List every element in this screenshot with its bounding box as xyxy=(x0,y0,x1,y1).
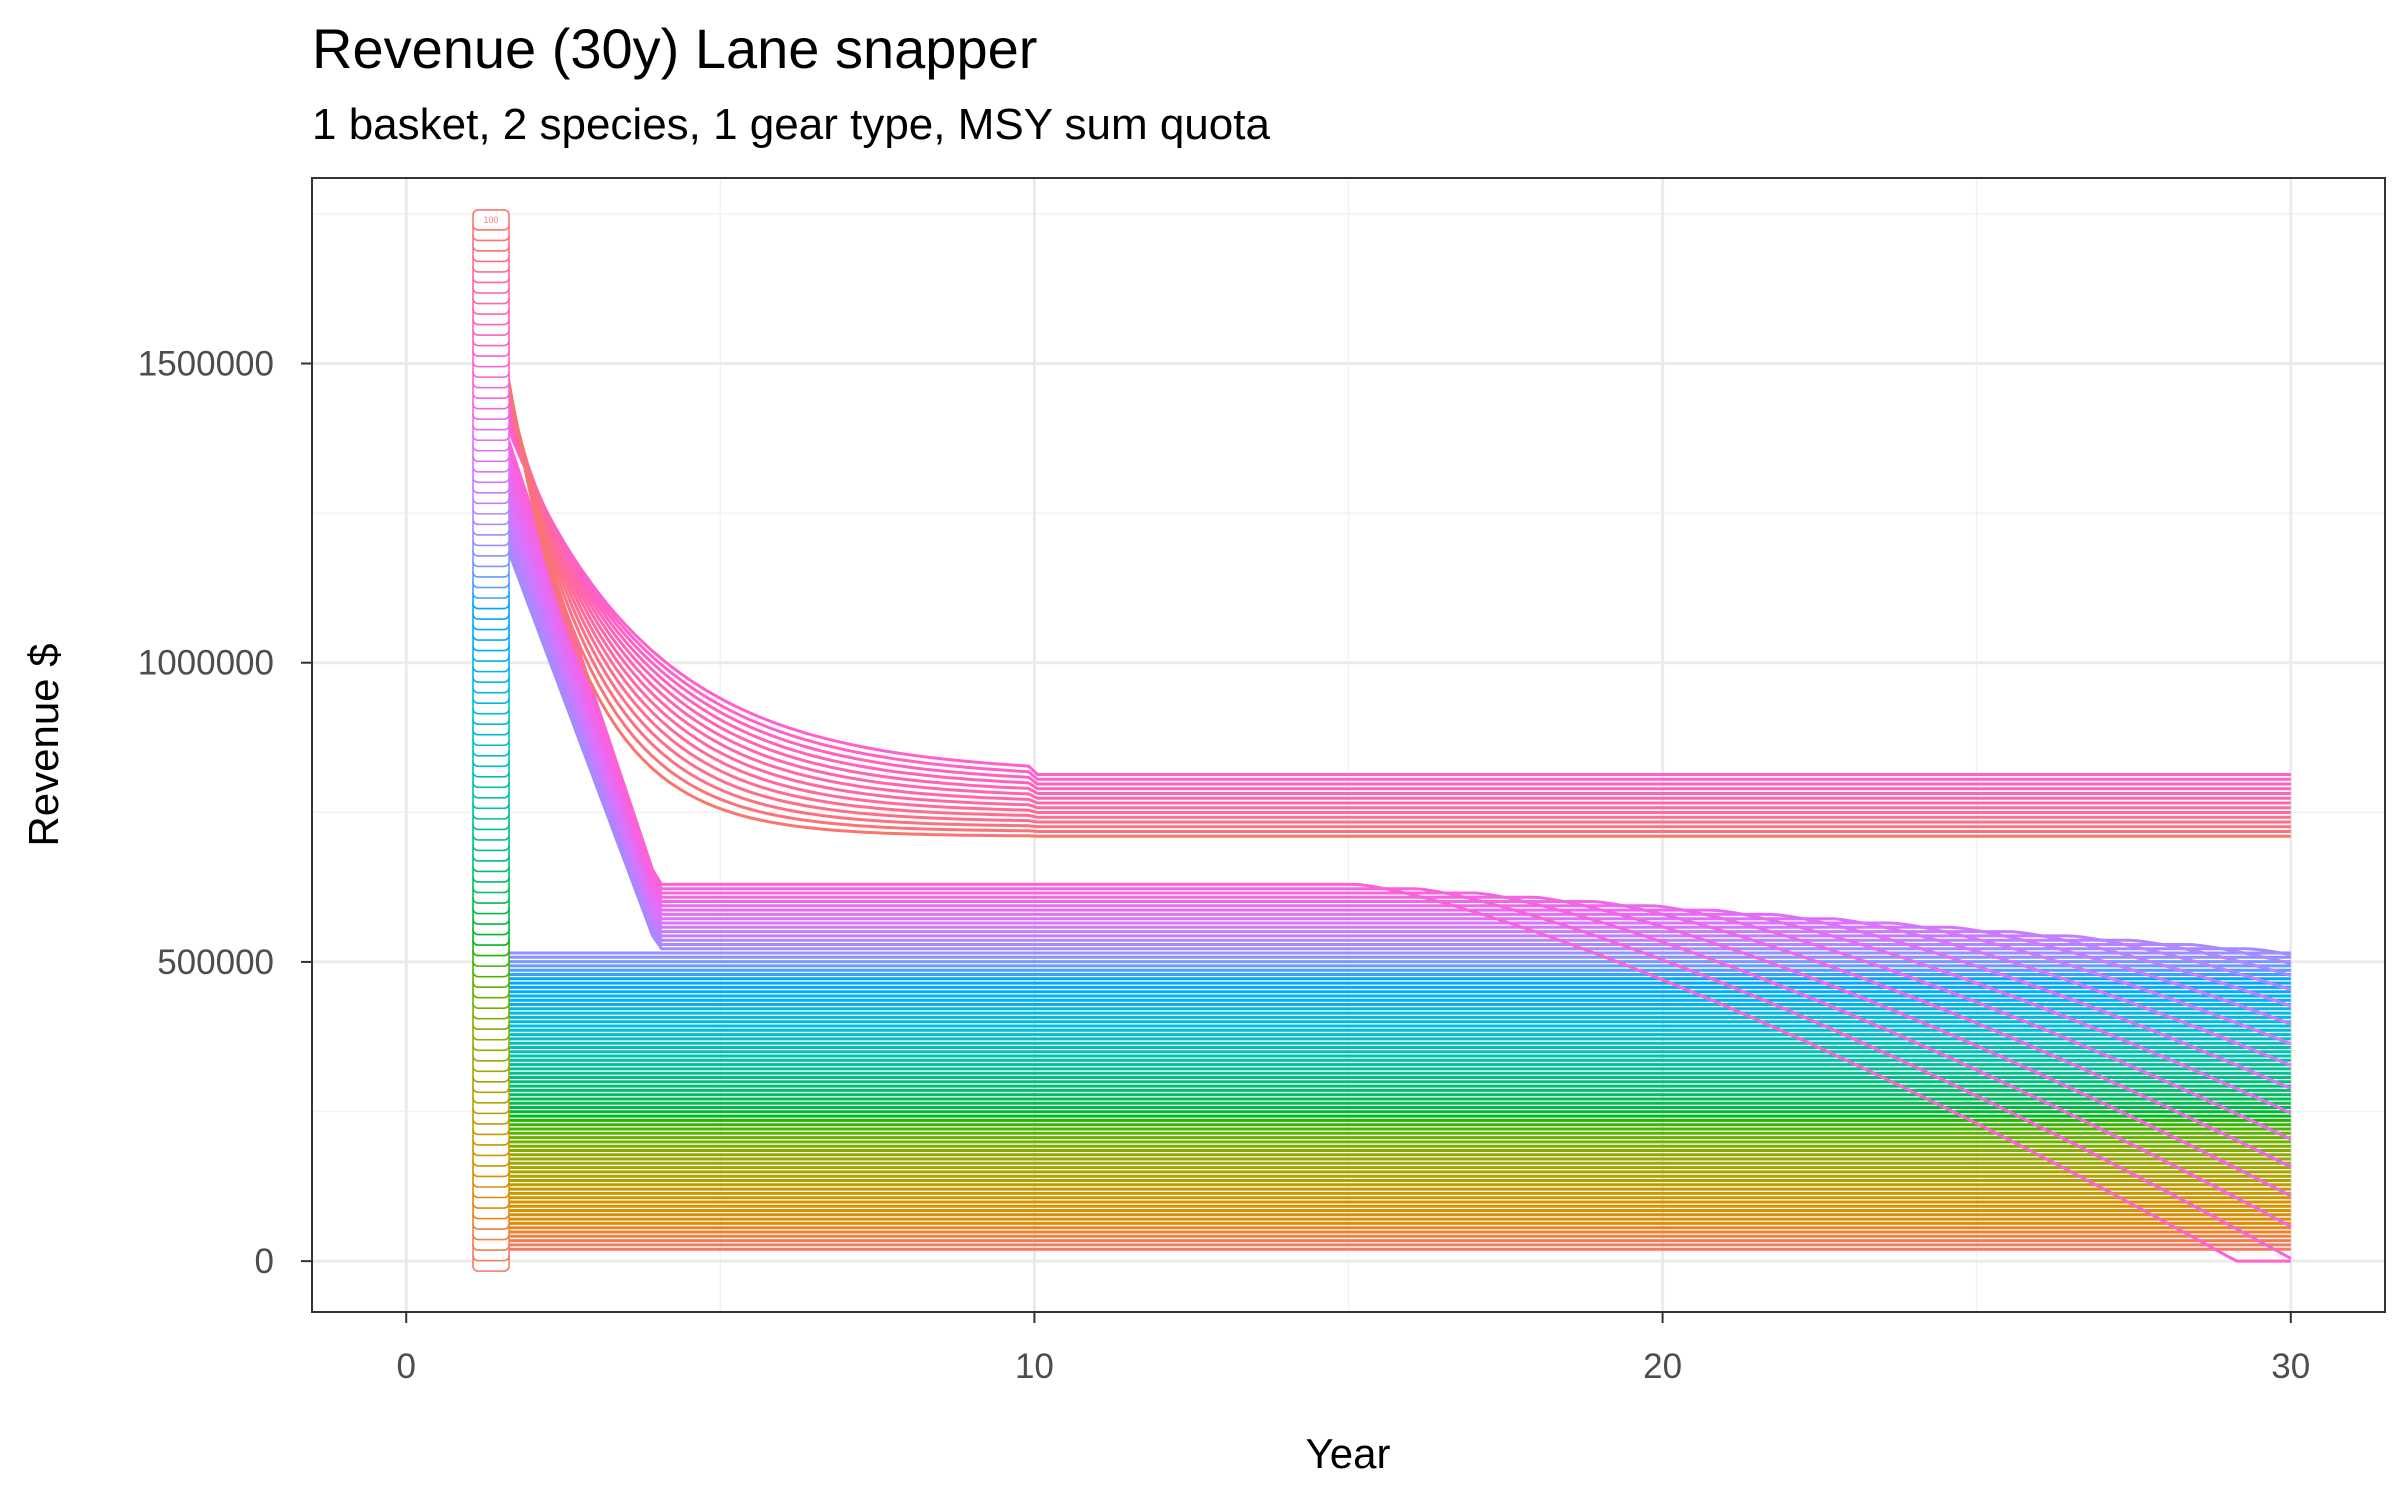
run-label xyxy=(472,209,510,231)
x-axis-title: Year xyxy=(1306,1430,1391,1477)
series-line xyxy=(499,444,2292,1169)
series-line xyxy=(499,422,2292,1260)
series-line xyxy=(499,408,2291,776)
series-line xyxy=(499,474,2292,1067)
series-line xyxy=(499,481,2292,1046)
series-line xyxy=(499,466,2292,1090)
series-line xyxy=(499,497,2292,1008)
series-line xyxy=(499,363,2291,810)
run-labels: 100 xyxy=(472,209,510,1272)
series-line xyxy=(499,401,2291,781)
series-line xyxy=(499,327,2291,838)
series-line xyxy=(499,338,2291,829)
chart-title: Revenue (30y) Lane snapper xyxy=(312,17,1037,80)
series-line xyxy=(499,382,2291,795)
series-line xyxy=(499,429,2292,1228)
series-line xyxy=(499,375,2291,800)
series-line xyxy=(499,369,2291,805)
series-line xyxy=(499,395,2291,786)
run-label-text: 100 xyxy=(484,215,499,225)
y-axis-title: Revenue $ xyxy=(20,643,67,846)
series-line xyxy=(499,458,2292,1115)
x-tick-label: 10 xyxy=(1015,1347,1054,1386)
y-tick-label: 1000000 xyxy=(138,644,274,683)
x-tick-label: 30 xyxy=(2271,1347,2310,1386)
axes-layer: 0 10 20 30 0 500000 1000000 1500000 xyxy=(138,345,2311,1386)
series-line xyxy=(499,505,2292,992)
x-tick-label: 20 xyxy=(1643,1347,1682,1386)
x-tick-label: 0 xyxy=(396,1347,415,1386)
chart-subtitle: 1 basket, 2 species, 1 gear type, MSY su… xyxy=(312,100,1270,149)
plot-panel-border xyxy=(311,177,2386,1313)
series-line xyxy=(499,513,2292,977)
series-line xyxy=(499,489,2292,1026)
y-tick-label: 500000 xyxy=(157,943,274,982)
y-tick-label: 0 xyxy=(255,1242,274,1281)
series-lines xyxy=(499,327,2292,1263)
series-line xyxy=(499,436,2292,1198)
series-line xyxy=(499,529,2292,957)
series-line xyxy=(499,344,2291,824)
series-line xyxy=(499,350,2291,819)
series-line xyxy=(499,356,2291,814)
y-tick-label: 1500000 xyxy=(138,345,274,384)
series-line xyxy=(499,388,2291,791)
series-line xyxy=(499,451,2292,1141)
series-line xyxy=(499,333,2291,833)
series-line xyxy=(499,415,2291,1263)
